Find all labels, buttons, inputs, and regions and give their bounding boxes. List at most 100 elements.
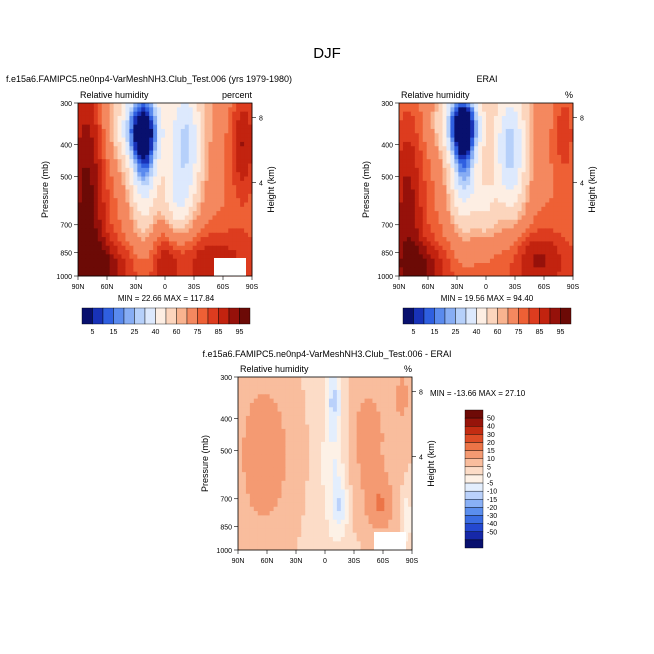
field-cell	[78, 198, 83, 203]
field-cell	[101, 176, 107, 182]
field-cell	[192, 141, 198, 147]
field-cell	[454, 224, 459, 229]
field-cell	[265, 385, 271, 391]
field-cell	[336, 463, 342, 469]
field-cell	[470, 103, 475, 108]
field-cell	[281, 385, 286, 391]
field-cell	[364, 498, 369, 503]
field-cell	[220, 193, 225, 199]
field-cell	[204, 250, 209, 255]
field-cell	[372, 389, 377, 395]
field-cell	[348, 502, 354, 508]
field-cell	[176, 185, 182, 190]
field-cell	[257, 402, 263, 408]
field-cell	[245, 472, 251, 477]
field-cell	[328, 459, 334, 464]
field-cell	[196, 224, 201, 229]
field-cell	[157, 154, 162, 160]
field-cell	[388, 433, 393, 438]
field-cell	[208, 120, 213, 126]
field-cell	[216, 232, 221, 238]
field-cell	[85, 250, 91, 255]
field-cell	[474, 146, 479, 151]
field-cell	[248, 271, 253, 277]
field-cell	[557, 224, 562, 229]
field-cell	[418, 263, 424, 268]
field-cell	[241, 446, 247, 451]
field-cell	[422, 250, 428, 255]
field-cell	[328, 489, 334, 495]
field-cell	[470, 206, 475, 212]
field-cell	[396, 454, 401, 460]
field-cell	[240, 245, 245, 251]
field-cell	[406, 232, 412, 238]
field-cell	[505, 154, 511, 160]
field-cell	[204, 237, 209, 242]
field-cell	[101, 250, 107, 255]
field-cell	[569, 137, 574, 143]
field-cell	[257, 502, 263, 508]
field-cell	[521, 254, 526, 260]
field-cell	[129, 180, 134, 186]
field-cell	[161, 133, 166, 139]
field-cell	[470, 111, 475, 117]
field-cell	[129, 189, 134, 195]
field-cell	[305, 467, 310, 473]
field-cell	[97, 267, 103, 273]
field-cell	[348, 428, 354, 434]
field-cell	[466, 159, 471, 164]
field-cell	[545, 271, 550, 277]
field-cell	[200, 159, 205, 164]
field-cell	[489, 163, 495, 169]
field-cell	[269, 489, 274, 495]
field-cell	[332, 472, 338, 477]
field-cell	[265, 506, 271, 512]
field-cell	[380, 377, 385, 382]
field-cell	[137, 271, 142, 277]
field-cell	[269, 428, 274, 434]
field-cell	[248, 211, 253, 216]
field-cell	[446, 154, 451, 160]
field-cell	[220, 206, 225, 212]
colorbar-label: 5	[412, 329, 416, 336]
field-cell	[145, 245, 150, 251]
field-cell	[462, 198, 467, 203]
field-cell	[565, 237, 570, 242]
field-cell	[332, 424, 338, 430]
field-cell	[216, 185, 221, 190]
field-cell	[208, 245, 213, 251]
field-cell	[228, 146, 233, 151]
field-cell	[101, 211, 107, 216]
field-cell	[402, 115, 408, 121]
field-cell	[257, 467, 263, 473]
field-cell	[430, 215, 435, 221]
field-cell	[372, 476, 377, 482]
field-cell	[78, 250, 83, 255]
field-cell	[400, 433, 405, 438]
field-cell	[549, 202, 554, 208]
field-cell	[352, 424, 358, 430]
field-cell	[81, 258, 87, 264]
field-cell	[273, 463, 278, 469]
field-cell	[149, 180, 154, 186]
field-cell	[289, 420, 294, 425]
field-cell	[478, 107, 483, 113]
field-cell	[380, 502, 385, 508]
field-cell	[541, 215, 546, 221]
field-cell	[309, 454, 314, 460]
field-cell	[232, 172, 237, 177]
field-cell	[273, 467, 278, 473]
field-cell	[192, 137, 198, 143]
field-cell	[200, 263, 205, 268]
field-cell	[450, 232, 455, 238]
field-cell	[149, 133, 154, 139]
field-cell	[241, 476, 247, 482]
field-cell	[364, 428, 369, 434]
field-cell	[228, 250, 233, 255]
field-cell	[474, 258, 479, 264]
field-cell	[470, 250, 475, 255]
field-cell	[384, 493, 389, 499]
field-cell	[565, 146, 570, 151]
field-cell	[402, 172, 408, 177]
field-cell	[325, 389, 330, 395]
